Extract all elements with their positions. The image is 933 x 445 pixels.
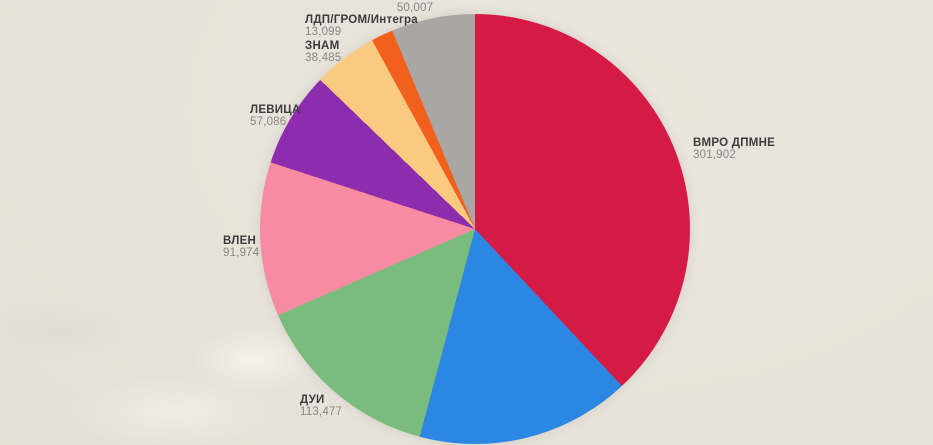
slice-name: ВМРО ДПМНЕ: [693, 137, 776, 149]
pie-chart: [260, 14, 690, 444]
pie-label-dui: ДУИ 113,477: [300, 394, 342, 418]
slice-value: 301,902: [693, 149, 736, 161]
slice-value: 13,099: [305, 26, 342, 38]
pie-label-ldp-grom-integra: ЛДП/ГРОМ/Интегра 13,099: [305, 14, 418, 38]
slice-value: 50,007: [396, 2, 434, 14]
slice-name: ВЛЕН: [223, 235, 257, 247]
pie-label-nevazhechki: НЕВАЖЕЧКИ 50,007: [363, 0, 467, 14]
slice-value: 113,477: [300, 406, 343, 418]
slice-name: ДУИ: [300, 394, 325, 406]
pie-label-vlen: ВЛЕН 91,974: [223, 235, 259, 259]
pie-label-znam: ЗНАМ 38,485: [305, 40, 341, 64]
slice-value: 38,485: [305, 52, 342, 64]
slice-name: ЛДП/ГРОМ/Интегра: [305, 14, 418, 26]
slice-value: 91,974: [223, 247, 260, 259]
slice-name: ЗНАМ: [305, 40, 340, 52]
slice-value: 57,086: [250, 116, 287, 128]
slice-name: НЕВАЖЕЧКИ: [363, 0, 467, 2]
pie-label-vmro-dpmne: ВМРО ДПМНЕ 301,902: [693, 137, 775, 161]
pie-label-levica: ЛЕВИЦА 57,086: [250, 104, 301, 128]
slice-name: ЛЕВИЦА: [250, 104, 301, 116]
